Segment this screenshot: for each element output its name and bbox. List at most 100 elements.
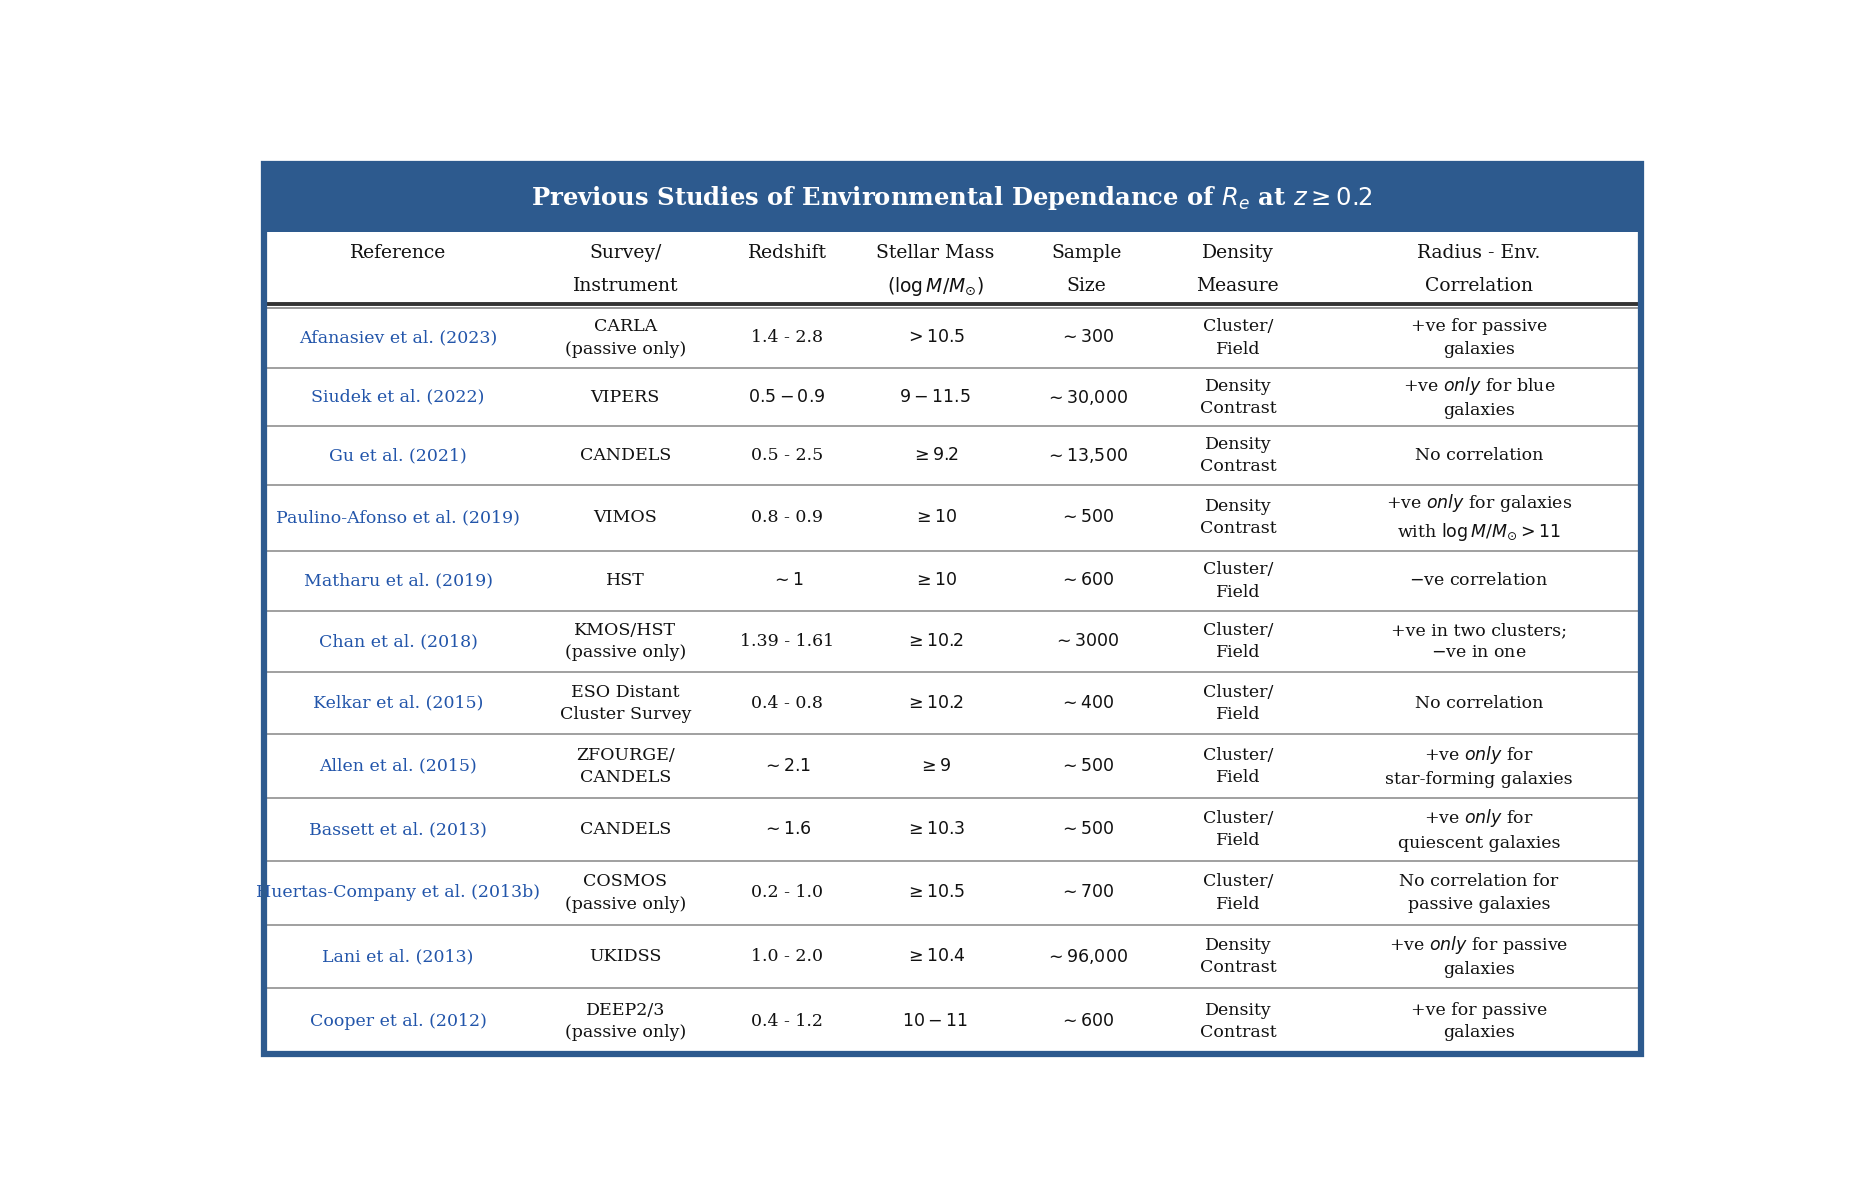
FancyBboxPatch shape (264, 551, 1640, 611)
Text: $\geq 10.5$: $\geq 10.5$ (904, 884, 966, 901)
Text: +ve for passive
galaxies: +ve for passive galaxies (1409, 1002, 1547, 1040)
FancyBboxPatch shape (264, 988, 1640, 1054)
Text: $\geq 10.2$: $\geq 10.2$ (904, 695, 964, 712)
Text: +ve $\mathit{only}$ for blue
galaxies: +ve $\mathit{only}$ for blue galaxies (1402, 376, 1554, 420)
Text: Previous Studies of Environmental Dependance of $R_e$ at $z \geq 0.2$: Previous Studies of Environmental Depend… (531, 184, 1372, 212)
Text: +ve in two clusters;
$-$ve in one: +ve in two clusters; $-$ve in one (1391, 622, 1565, 661)
Text: Cluster/
Field: Cluster/ Field (1201, 874, 1272, 912)
Text: Density
Contrast: Density Contrast (1200, 1002, 1276, 1040)
Text: Cluster/
Field: Cluster/ Field (1201, 318, 1272, 358)
Text: $9 - 11.5$: $9 - 11.5$ (899, 389, 969, 406)
Text: UKIDSS: UKIDSS (589, 948, 661, 965)
Text: Matharu et al. (2019): Matharu et al. (2019) (303, 572, 492, 589)
Text: $\sim 2.1$: $\sim 2.1$ (761, 757, 812, 775)
Text: Density: Density (1201, 244, 1274, 262)
Text: 0.5 - 2.5: 0.5 - 2.5 (750, 446, 823, 464)
Text: Correlation: Correlation (1424, 277, 1532, 295)
Text: 0.2 - 1.0: 0.2 - 1.0 (750, 884, 823, 901)
Text: Cluster/
Field: Cluster/ Field (1201, 746, 1272, 786)
Text: Allen et al. (2015): Allen et al. (2015) (319, 757, 477, 775)
Text: +ve $\mathit{only}$ for
quiescent galaxies: +ve $\mathit{only}$ for quiescent galaxi… (1396, 808, 1560, 852)
Text: CANDELS: CANDELS (579, 446, 670, 464)
Text: Cluster/
Field: Cluster/ Field (1201, 810, 1272, 850)
Text: Survey/: Survey/ (589, 244, 661, 262)
Text: $\sim 30{,}000$: $\sim 30{,}000$ (1044, 388, 1127, 407)
Text: Redshift: Redshift (747, 244, 826, 262)
Text: Cluster/
Field: Cluster/ Field (1201, 622, 1272, 661)
Text: +ve $\mathit{only}$ for passive
galaxies: +ve $\mathit{only}$ for passive galaxies (1389, 935, 1567, 978)
Text: Density
Contrast: Density Contrast (1200, 498, 1276, 538)
FancyBboxPatch shape (264, 798, 1640, 862)
Text: $\geq 9.2$: $\geq 9.2$ (910, 446, 958, 464)
Text: $\sim 500$: $\sim 500$ (1058, 509, 1114, 526)
Text: COSMOS
(passive only): COSMOS (passive only) (565, 874, 685, 912)
Text: No correlation: No correlation (1413, 695, 1541, 712)
Text: 1.0 - 2.0: 1.0 - 2.0 (750, 948, 823, 965)
Text: $\geq 10.4$: $\geq 10.4$ (904, 948, 966, 965)
Text: Paulino-Afonso et al. (2019): Paulino-Afonso et al. (2019) (277, 509, 520, 526)
Text: Cluster/
Field: Cluster/ Field (1201, 684, 1272, 722)
Text: $\sim 300$: $\sim 300$ (1058, 330, 1114, 347)
Text: KMOS/HST
(passive only): KMOS/HST (passive only) (565, 622, 685, 661)
Text: ESO Distant
Cluster Survey: ESO Distant Cluster Survey (559, 684, 691, 722)
Text: $0.5 - 0.9$: $0.5 - 0.9$ (748, 389, 825, 406)
Text: Lani et al. (2013): Lani et al. (2013) (323, 948, 474, 965)
Text: $10 - 11$: $10 - 11$ (903, 1013, 967, 1030)
Text: $\geq 10$: $\geq 10$ (912, 572, 956, 589)
Text: $\sim 700$: $\sim 700$ (1058, 884, 1114, 901)
Text: $-$ve correlation: $-$ve correlation (1409, 572, 1547, 589)
Text: $\geq 10.2$: $\geq 10.2$ (904, 634, 964, 650)
Text: $\sim 500$: $\sim 500$ (1058, 757, 1114, 775)
Text: Size: Size (1066, 277, 1105, 295)
Text: Gu et al. (2021): Gu et al. (2021) (329, 446, 466, 464)
Text: No correlation: No correlation (1413, 446, 1541, 464)
Text: 0.4 - 0.8: 0.4 - 0.8 (750, 695, 823, 712)
Text: $\geq 10.3$: $\geq 10.3$ (904, 821, 966, 838)
Text: Cluster/
Field: Cluster/ Field (1201, 562, 1272, 600)
FancyBboxPatch shape (264, 368, 1640, 426)
FancyBboxPatch shape (264, 485, 1640, 551)
FancyBboxPatch shape (264, 307, 1640, 368)
Text: $\sim 600$: $\sim 600$ (1058, 1013, 1114, 1030)
Text: 1.4 - 2.8: 1.4 - 2.8 (750, 330, 823, 347)
Text: CANDELS: CANDELS (579, 821, 670, 838)
Text: +ve $\mathit{only}$ for galaxies
with $\log M/M_{\odot} > 11$: +ve $\mathit{only}$ for galaxies with $\… (1385, 492, 1571, 542)
FancyBboxPatch shape (264, 925, 1640, 988)
FancyBboxPatch shape (264, 734, 1640, 798)
Text: No correlation for
passive galaxies: No correlation for passive galaxies (1398, 874, 1558, 912)
Text: HST: HST (605, 572, 644, 589)
Text: $\sim 1$: $\sim 1$ (771, 572, 802, 589)
Text: $> 10.5$: $> 10.5$ (904, 330, 966, 347)
Text: $\geq 9$: $\geq 9$ (917, 757, 951, 775)
Text: Measure: Measure (1196, 277, 1278, 295)
Text: $\sim 96{,}000$: $\sim 96{,}000$ (1044, 947, 1127, 966)
Text: Bassett et al. (2013): Bassett et al. (2013) (308, 821, 487, 838)
Text: $\geq 10$: $\geq 10$ (912, 509, 956, 526)
FancyBboxPatch shape (264, 232, 1640, 1054)
Text: $(\log M/M_{\odot})$: $(\log M/M_{\odot})$ (886, 275, 982, 298)
Text: Reference: Reference (349, 244, 446, 262)
Text: DEEP2/3
(passive only): DEEP2/3 (passive only) (565, 1002, 685, 1040)
Text: +ve $\mathit{only}$ for
star-forming galaxies: +ve $\mathit{only}$ for star-forming gal… (1383, 744, 1571, 788)
Text: 1.39 - 1.61: 1.39 - 1.61 (739, 634, 834, 650)
Text: $\sim 13{,}500$: $\sim 13{,}500$ (1044, 446, 1127, 464)
Text: $\sim 3000$: $\sim 3000$ (1053, 634, 1120, 650)
FancyBboxPatch shape (264, 672, 1640, 734)
Text: Stellar Mass: Stellar Mass (875, 244, 993, 262)
Text: Huertas-Company et al. (2013b): Huertas-Company et al. (2013b) (256, 884, 540, 901)
Text: Kelkar et al. (2015): Kelkar et al. (2015) (312, 695, 483, 712)
Text: 0.8 - 0.9: 0.8 - 0.9 (750, 509, 823, 526)
Text: Density
Contrast: Density Contrast (1200, 436, 1276, 475)
Text: $\sim 400$: $\sim 400$ (1058, 695, 1114, 712)
FancyBboxPatch shape (264, 426, 1640, 485)
Text: Density
Contrast: Density Contrast (1200, 937, 1276, 976)
Text: Instrument: Instrument (572, 277, 678, 295)
FancyBboxPatch shape (264, 164, 1640, 232)
FancyBboxPatch shape (264, 611, 1640, 672)
Text: +ve for passive
galaxies: +ve for passive galaxies (1409, 318, 1547, 358)
Text: 0.4 - 1.2: 0.4 - 1.2 (750, 1013, 823, 1030)
Text: Siudek et al. (2022): Siudek et al. (2022) (312, 389, 485, 406)
Text: VIMOS: VIMOS (592, 509, 657, 526)
Text: CARLA
(passive only): CARLA (passive only) (565, 318, 685, 358)
Text: Density
Contrast: Density Contrast (1200, 378, 1276, 416)
